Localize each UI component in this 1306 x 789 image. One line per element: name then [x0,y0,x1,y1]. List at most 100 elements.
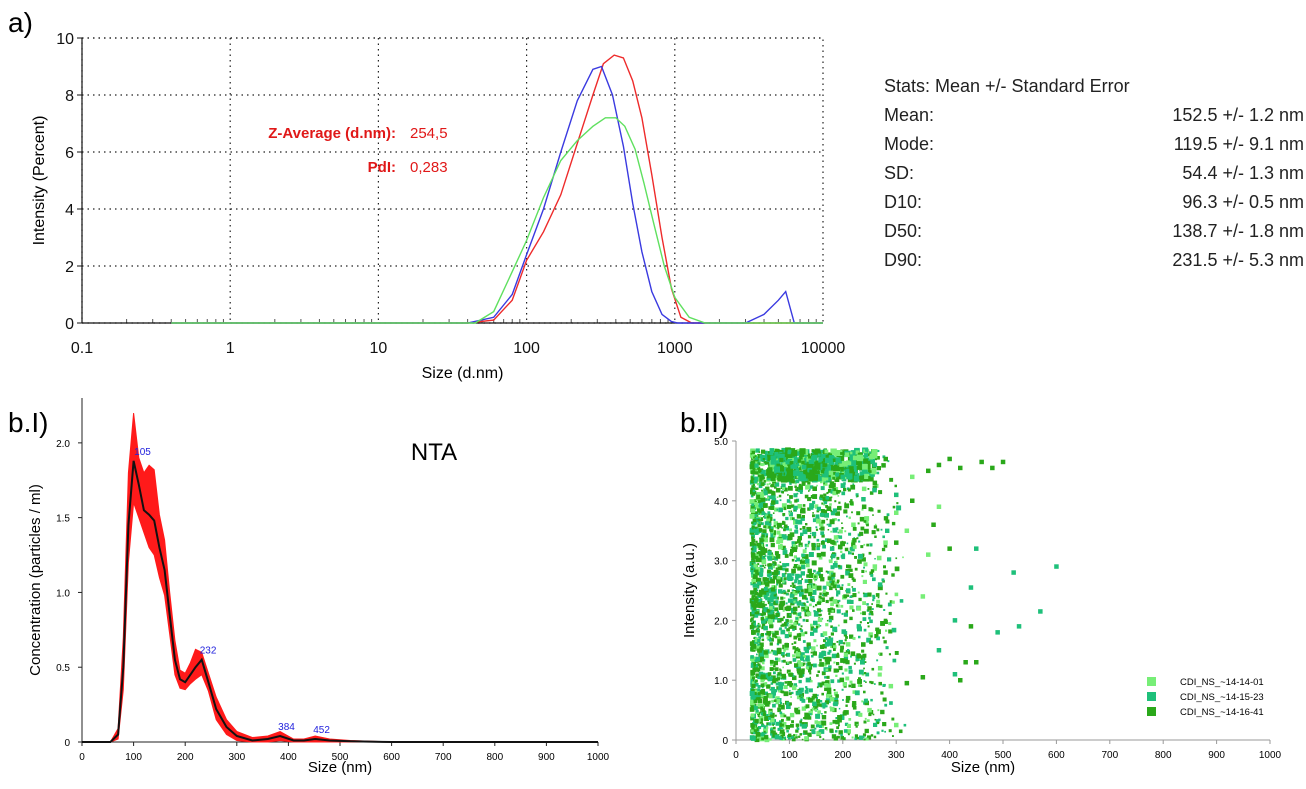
scatter-point [810,626,815,631]
scatter-point [872,713,875,716]
scatter-point [782,513,786,516]
scatter-point [763,463,765,466]
scatter-point [855,493,859,497]
scatter-point [869,543,873,547]
scatter-point [777,727,781,731]
scatter-point [749,527,755,533]
scatter-point [819,494,824,498]
scatter-point [833,482,835,485]
scatter-point [815,699,821,704]
scatter-point [784,572,787,575]
scatter-point [873,525,878,529]
scatter-point [829,728,832,732]
scatter-point [882,722,887,727]
scatter-point [749,707,755,712]
x-tick-label: 900 [1208,750,1225,761]
scatter-point [861,553,865,556]
scatter-point [784,681,787,684]
scatter-point [750,511,755,515]
scatter-point [781,590,784,593]
scatter-point [786,469,792,475]
scatter-point [754,718,759,724]
scatter-point [860,659,865,665]
scatter-point [801,738,804,741]
scatter-point [828,636,831,639]
scatter-point [870,508,874,512]
scatter-point [761,559,767,565]
scatter-point [812,514,815,518]
scatter-point [835,560,838,563]
scatter-point [768,563,772,567]
scatter-point [761,661,765,665]
scatter-point [789,552,793,557]
scatter-point [851,460,856,466]
stats-value: 231.5 +/- 5.3 nm [1172,250,1304,270]
scatter-point [782,550,788,555]
scatter-point [885,519,890,524]
scatter-point [761,489,763,492]
scatter-point [837,679,841,683]
scatter-point [831,610,834,613]
scatter-point [835,588,837,591]
scatter-point [754,596,758,599]
scatter-point [801,578,803,581]
scatter-point [820,512,824,517]
scatter-point [774,636,778,639]
scatter-point [757,563,760,566]
plot-frame [81,37,824,324]
scatter-point [824,700,829,705]
scatter-point [788,702,792,706]
scatter-point [785,460,790,465]
scatter-point [866,637,872,643]
scatter-point [804,543,808,547]
scatter-point [820,509,825,514]
scatter-point [788,690,791,692]
scatter-point [804,547,807,550]
scatter-point [770,455,776,461]
scatter-point [767,472,773,479]
scatter-point [750,655,754,659]
scatter-point [769,659,774,664]
scatter-point [803,607,807,611]
scatter-point [831,488,834,491]
scatter-point [852,701,857,706]
scatter-point [756,586,760,589]
scatter-point [882,697,887,702]
scatter-point [838,724,840,727]
scatter-point [821,519,826,524]
x-tick-label: 300 [888,750,905,761]
scatter-point [763,516,765,518]
scatter-point [877,666,883,671]
scatter-point [767,581,770,583]
scatter-point [892,658,897,663]
scatter-point [782,568,785,571]
scatter-point [845,468,850,473]
scatter-point [771,564,775,569]
scatter-point [854,567,858,571]
scatter-point [848,718,852,721]
scatter-point [813,704,818,709]
scatter-point [760,666,765,671]
scatter-point [783,645,789,651]
scatter-point [791,541,795,545]
scatter-point [752,547,757,553]
scatter-point [814,708,817,712]
scatter-point [885,592,888,595]
scatter-point [833,645,837,649]
scatter-point [779,720,784,725]
scatter-point [807,644,811,648]
scatter-point [774,500,779,505]
scatter-point [755,673,760,678]
scatter-point [788,692,792,696]
scatter-point [751,534,755,539]
scatter-point [863,680,866,682]
scatter-point [795,559,797,562]
scatter-point [775,593,777,596]
scatter-point [853,537,855,539]
scatter-point [787,461,792,467]
scatter-point [799,722,804,727]
scatter-point [805,704,810,709]
nta-concentration-chart: 0 100 200 300 400 500 600 700 800 900 100000.51.01… [27,398,610,776]
scatter-point [816,608,821,613]
scatter-point [758,665,762,669]
